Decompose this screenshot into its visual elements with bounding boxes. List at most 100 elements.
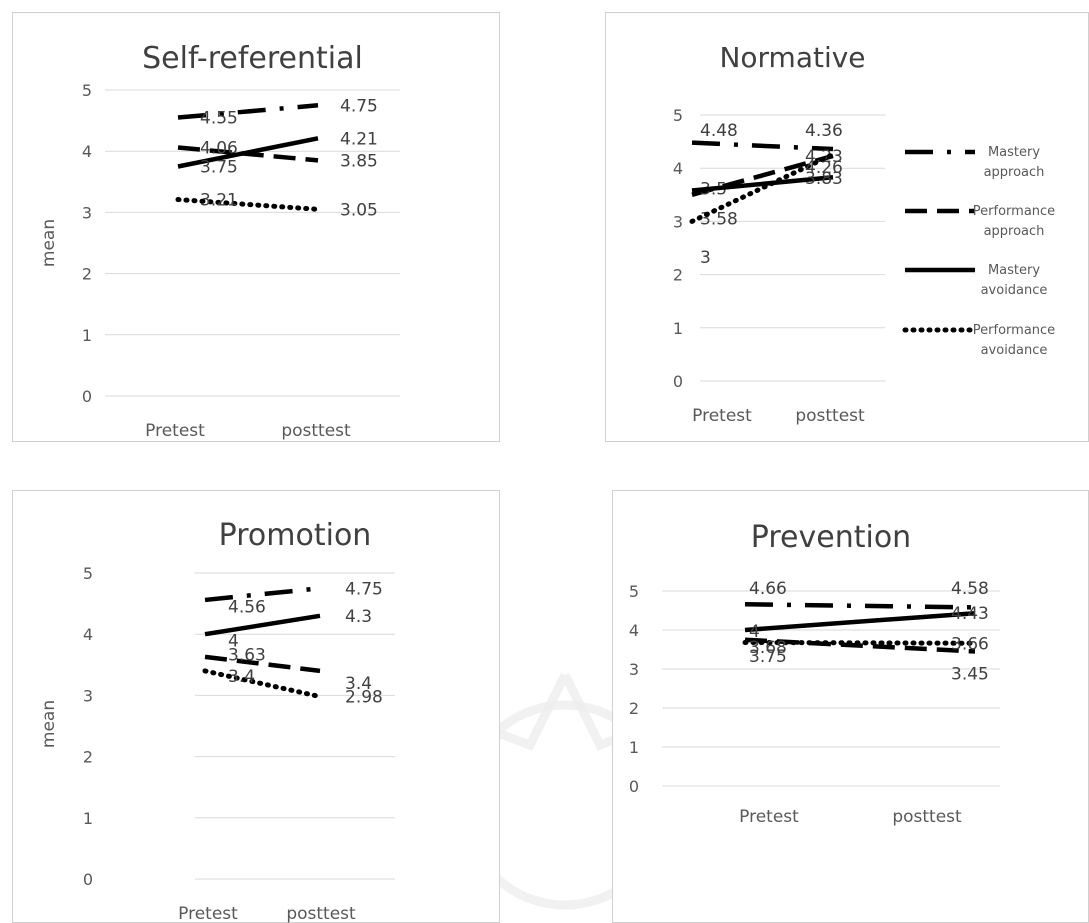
legend-label: Performance [973,204,1055,219]
x-tick-label: posttest [286,904,356,923]
data-label: 4.48 [700,121,738,141]
legend-label: Mastery [988,145,1040,160]
y-tick-label: 2 [82,265,92,284]
y-tick-label: 1 [82,326,92,345]
legend-item-performance-avoidance: Performance avoidance [902,323,1055,358]
legend-item-performance-approach: Performance approach [905,204,1055,239]
data-label: 3.45 [951,665,989,685]
y-tick-label: 1 [629,738,639,757]
y-tick-label: 0 [673,372,683,391]
y-tick-label: 3 [82,203,92,222]
series-mastery-approach: 4.55 4.75 [177,96,378,129]
data-label: 4.21 [340,129,378,149]
x-tick-label: Pretest [178,904,238,923]
x-tick-label: Pretest [692,406,752,426]
series-line [691,175,834,193]
y-tick-label: 5 [629,582,639,601]
data-label: 3.05 [340,200,378,220]
data-label: 3.75 [749,647,787,667]
chart-normative: Normative 0 1 2 3 4 5 Pretest posttest 4.48 4.36 3.… [605,12,1089,442]
data-label: 3.63 [228,645,266,665]
series-line [744,610,976,633]
chart-title: Promotion [219,518,372,553]
series-line [691,153,834,197]
y-tick-label: 1 [673,319,683,338]
y-tick-label: 0 [83,870,93,889]
y-tick-label: 4 [673,159,683,178]
series-mastery-avoidance: 44.3 [204,607,372,651]
data-label: 2.98 [345,688,383,708]
data-label: 3.75 [200,158,238,178]
series-performance-avoidance: 34.26 [689,151,843,268]
series-mastery-avoidance: 44.43 [744,604,989,642]
series-line [689,151,836,224]
series-mastery-approach: 4.66 4.58 [744,579,989,610]
data-label: 4.26 [805,158,843,178]
legend-label: Mastery [988,263,1040,278]
y-tick-label: 0 [629,777,639,796]
series-line [204,613,321,637]
data-label: 3.21 [200,191,238,211]
chart-frame [605,12,1089,442]
data-label: 4.06 [200,139,238,159]
data-label: 4.58 [951,579,989,599]
y-axis-label: mean [39,700,59,748]
data-label: 4 [749,622,760,642]
series-line [177,136,319,169]
data-label: 3.4 [228,667,255,687]
y-tick-label: 5 [83,564,93,583]
data-label: 4.55 [200,109,238,129]
y-tick-label: 2 [673,266,683,285]
y-tick-label: 3 [83,686,93,705]
data-label: 4.36 [805,121,843,141]
legend-label: approach [984,224,1045,239]
x-tick-label: Pretest [739,807,799,827]
x-tick-label: posttest [281,421,351,441]
x-tick-label: Pretest [145,421,205,441]
y-tick-label: 5 [673,106,683,125]
legend-label: avoidance [981,283,1048,298]
chart-title: Self-referential [142,41,363,76]
series-line [175,197,321,212]
series-mastery-approach: 4.56 4.75 [204,579,383,618]
y-tick-label: 4 [82,142,92,161]
y-tick-label: 0 [82,387,92,406]
chart-prevention: Prevention 0 1 2 3 4 5 Pretest posttest 4.66 4.58 3… [612,490,1089,923]
series-performance-avoidance: 3.21 3.05 [175,191,378,220]
data-label: 4.43 [951,604,989,624]
y-tick-label: 4 [629,621,639,640]
chart-promotion: Promotion 0 1 2 3 4 5 Pretest posttest mean 4.564.… [12,490,500,923]
y-tick-label: 5 [82,81,92,100]
data-label: 3.4 [345,674,372,694]
series-line [202,668,323,700]
data-label: 3.68 [749,638,787,658]
data-label: 3.66 [951,634,989,654]
y-tick-label: 3 [673,212,683,231]
series-mastery-approach: 4.48 4.36 [691,121,843,152]
series-line [177,103,319,120]
legend-label: Performance [973,323,1055,338]
series-line [204,654,321,674]
chart-title: Prevention [751,520,911,555]
chart-frame [12,490,500,923]
series-performance-avoidance: 3.42.98 [202,667,383,708]
x-tick-label: posttest [795,406,865,426]
y-tick-label: 3 [629,660,639,679]
legend-item-mastery-approach: Mastery approach [905,145,1044,180]
y-tick-label: 4 [83,625,93,644]
series-performance-avoidance: 3.68 3.66 [742,634,989,658]
x-tick-label: posttest [892,807,962,827]
legend-item-mastery-avoidance: Mastery avoidance [905,263,1047,298]
legend-label: avoidance [981,343,1048,358]
chart-frame [612,490,1089,923]
series-mastery-avoidance: 3.75 4.21 [177,129,378,178]
chart-title: Normative [719,41,865,74]
data-label: 4.66 [749,579,787,599]
y-tick-label: 2 [629,699,639,718]
data-label: 3.83 [805,169,843,189]
y-tick-label: 1 [83,809,93,828]
data-label: 4.75 [340,96,378,116]
data-label: 4.75 [345,579,383,599]
y-tick-label: 2 [83,748,93,767]
